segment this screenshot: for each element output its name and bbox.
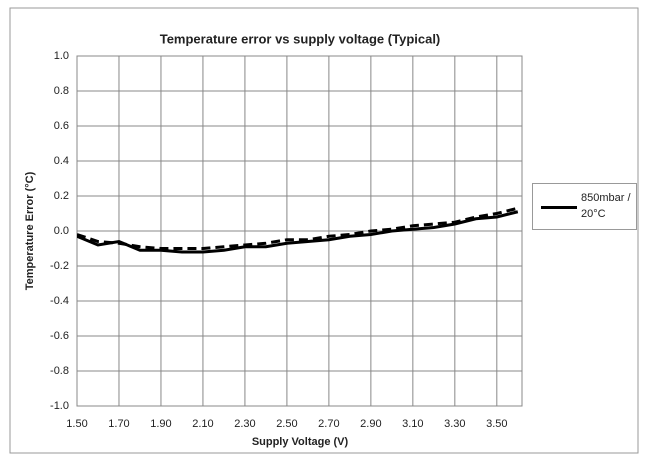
y-tick-label: 0.0 [54, 225, 69, 237]
x-tick-label: 2.90 [360, 418, 381, 430]
legend-label: 850mbar / 20°C [581, 192, 631, 220]
x-tick-label: 3.50 [486, 418, 507, 430]
y-tick-label: 1.0 [54, 50, 69, 62]
series-line [77, 210, 519, 254]
x-tick-label: 1.50 [66, 418, 87, 430]
x-tick-label: 2.70 [318, 418, 339, 430]
y-tick-label: 0.4 [54, 155, 69, 167]
y-tick-label: -0.6 [50, 330, 69, 342]
x-axis-label: Supply Voltage (V) [252, 436, 349, 448]
y-tick-label: 0.8 [54, 85, 69, 97]
y-axis-label: Temperature Error (°C) [24, 171, 36, 290]
legend: 850mbar / 20°C [532, 183, 637, 230]
series-line [77, 206, 519, 250]
y-tick-label: 0.2 [54, 190, 69, 202]
x-tick-label: 2.30 [234, 418, 255, 430]
y-tick-label: -0.2 [50, 260, 69, 272]
y-tick-label: -0.8 [50, 365, 69, 377]
chart-title: Temperature error vs supply voltage (Typ… [160, 31, 441, 46]
x-tick-label: 1.70 [108, 418, 129, 430]
x-tick-label: 2.10 [192, 418, 213, 430]
x-tick-label: 3.30 [444, 418, 465, 430]
plot-border [76, 55, 523, 407]
x-tick-label: 1.90 [150, 418, 171, 430]
y-tick-label: -1.0 [50, 400, 69, 412]
y-tick-label: 0.6 [54, 120, 69, 132]
x-tick-label: 3.10 [402, 418, 423, 430]
x-tick-label: 2.50 [276, 418, 297, 430]
legend-swatch [541, 206, 577, 209]
y-tick-label: -0.4 [50, 295, 69, 307]
